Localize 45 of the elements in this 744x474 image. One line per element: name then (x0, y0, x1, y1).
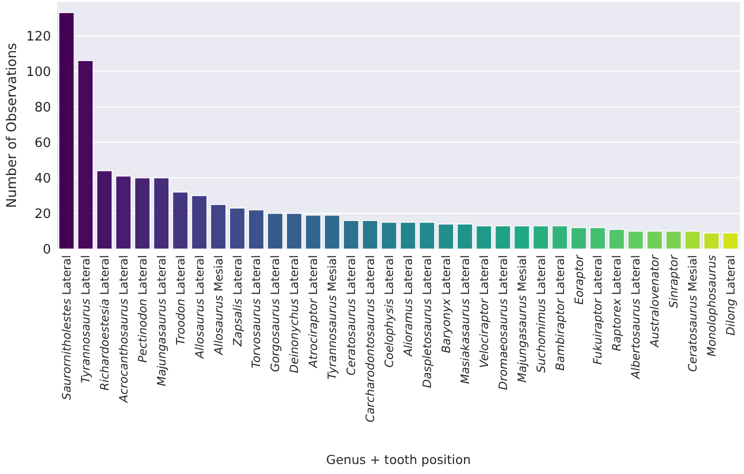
y-tick-label: 100 (26, 64, 51, 80)
x-tick-label: Acrocanthosaurus Lateral (116, 255, 130, 404)
x-tick-label: Deinonychus Lateral (287, 255, 302, 374)
x-tick-label: Tyrannosaurus Mesial (325, 255, 340, 380)
x-tick-label: Allosaurus Mesial (211, 255, 226, 356)
y-tick-label: 40 (34, 171, 51, 186)
y-tick-label: 60 (34, 136, 51, 151)
x-tick-label: Atrociraptor Lateral (306, 255, 320, 369)
x-tick-label: Alioramus Lateral (401, 255, 416, 358)
x-tick-label: Suchomimus Lateral (534, 255, 548, 373)
x-tick-label: Dromaeosaurus Lateral (496, 255, 510, 390)
x-tick-label: Allosaurus Lateral (192, 255, 206, 360)
x-tick-label: Torvosaurus Lateral (249, 255, 264, 368)
x-tick-label: Troodon Lateral (173, 255, 188, 346)
x-tick-label: Majungasaurus Lateral (154, 255, 168, 386)
x-tick-label: Zapsalis Lateral (230, 255, 244, 348)
x-tick-label: Pectinodon Lateral (135, 255, 150, 363)
x-tick-label: Gorgosaurus Lateral (268, 255, 282, 372)
x-tick-label: Fukuiraptor Lateral (590, 255, 605, 365)
x-tick-label: Dilong Lateral (724, 255, 738, 336)
x-tick-label: Daspletosaurus Lateral (420, 255, 434, 388)
x-tick-label: Bambiraptor Lateral (552, 255, 567, 371)
x-tick-label: Albertosaurus Lateral (628, 255, 643, 380)
x-tick-label: Ceratosaurus Mesial (686, 255, 700, 372)
y-tick-label: 120 (26, 29, 51, 44)
y-tick-label: 0 (42, 242, 51, 258)
y-tick-label: 20 (34, 207, 51, 222)
x-tick-label: Richardoestesia Lateral (97, 255, 112, 390)
x-tick-label: Saurornitholestes Lateral (60, 255, 74, 400)
y-tick-label: 80 (34, 100, 51, 116)
y-axis-title: Number of Observations (4, 42, 20, 208)
x-tick-label: Monolophosaurus (704, 255, 719, 356)
x-tick-label: Ceratosaurus Lateral (344, 255, 358, 376)
x-tick-label: Masiakasaurus Lateral (458, 255, 472, 384)
x-tick-label: Coelophysis Lateral (382, 255, 396, 368)
x-tick-label: Baryonyx Lateral (438, 255, 453, 354)
x-tick-label: Raptorex Lateral (610, 255, 624, 352)
x-axis-title: Genus + tooth position (326, 452, 471, 467)
x-tick-label: Tyrannosaurus Lateral (78, 255, 92, 384)
x-tick-label: Majungasaurus Mesial (514, 255, 529, 383)
x-tick-label: Carcharodontosaurus Lateral (363, 255, 378, 422)
x-tick-label: Sinraptor (666, 254, 681, 308)
x-tick-label: Velociraptor Lateral (476, 255, 491, 368)
x-tick-label: Eoraptor (572, 254, 586, 305)
x-tick-label: Australovenator (648, 254, 662, 348)
